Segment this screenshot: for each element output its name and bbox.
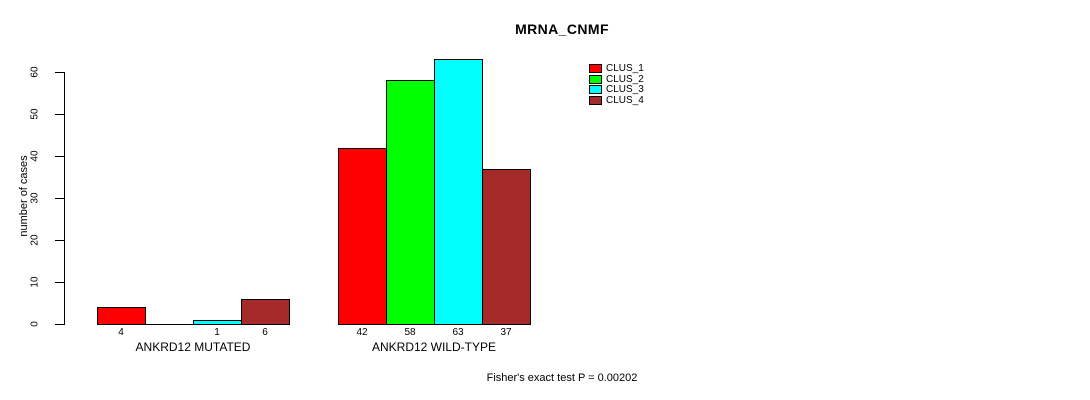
- bar-value-label: 1: [214, 327, 220, 338]
- bar-clus_4-group1: [241, 299, 290, 325]
- y-axis-tick: [55, 156, 64, 157]
- legend-swatch-clus_2: [589, 74, 602, 84]
- bar-clus_3-group2: [434, 59, 483, 325]
- legend-swatch-clus_3: [589, 85, 602, 95]
- y-axis-tick-label: 50: [29, 108, 41, 120]
- legend-label-clus_1: CLUS_1: [606, 63, 644, 74]
- bar-value-label: 37: [500, 327, 512, 338]
- y-axis-tick: [55, 324, 64, 325]
- legend-label-clus_3: CLUS_3: [606, 84, 644, 96]
- y-axis-label: number of cases: [18, 155, 30, 237]
- y-axis-tick-label: 10: [29, 276, 41, 288]
- y-axis-tick-label: 30: [29, 192, 41, 204]
- legend-label-clus_2: CLUS_2: [606, 73, 644, 85]
- y-axis-tick: [55, 282, 64, 283]
- chart-title: MRNA_CNMF: [515, 21, 609, 37]
- y-axis-tick-label: 40: [29, 150, 41, 162]
- y-axis-tick: [55, 240, 64, 241]
- y-axis-tick-label: 60: [29, 66, 41, 78]
- legend-swatch-clus_4: [589, 96, 602, 106]
- x-group-label: ANKRD12 MUTATED: [135, 340, 251, 354]
- bar-value-label: 6: [262, 327, 268, 338]
- bar-clus_1-group1: [97, 307, 146, 325]
- stat-annotation: Fisher's exact test P = 0.00202: [486, 372, 638, 384]
- y-axis-line: [64, 72, 65, 325]
- y-axis-tick-label: 20: [29, 234, 41, 246]
- legend-swatch-clus_1: [589, 64, 602, 73]
- bar-clus_2-group2: [386, 80, 435, 325]
- bar-value-label: 58: [404, 327, 416, 338]
- bar-value-label: 4: [118, 327, 124, 338]
- legend-label-clus_4: CLUS_4: [606, 95, 644, 107]
- bar-value-label: 42: [356, 327, 368, 338]
- x-group-label: ANKRD12 WILD-TYPE: [371, 340, 497, 354]
- bar-value-label: 63: [452, 327, 464, 338]
- y-axis-tick-label: 0: [29, 321, 41, 327]
- y-axis-tick: [55, 198, 64, 199]
- y-axis-tick: [55, 114, 64, 115]
- bar-clus_3-group1: [193, 320, 242, 325]
- y-axis-tick: [55, 72, 64, 73]
- bar-clus_1-group2: [338, 148, 387, 325]
- bar-clus_4-group2: [482, 169, 531, 325]
- bar-clus_2-group1-zero: [145, 324, 194, 325]
